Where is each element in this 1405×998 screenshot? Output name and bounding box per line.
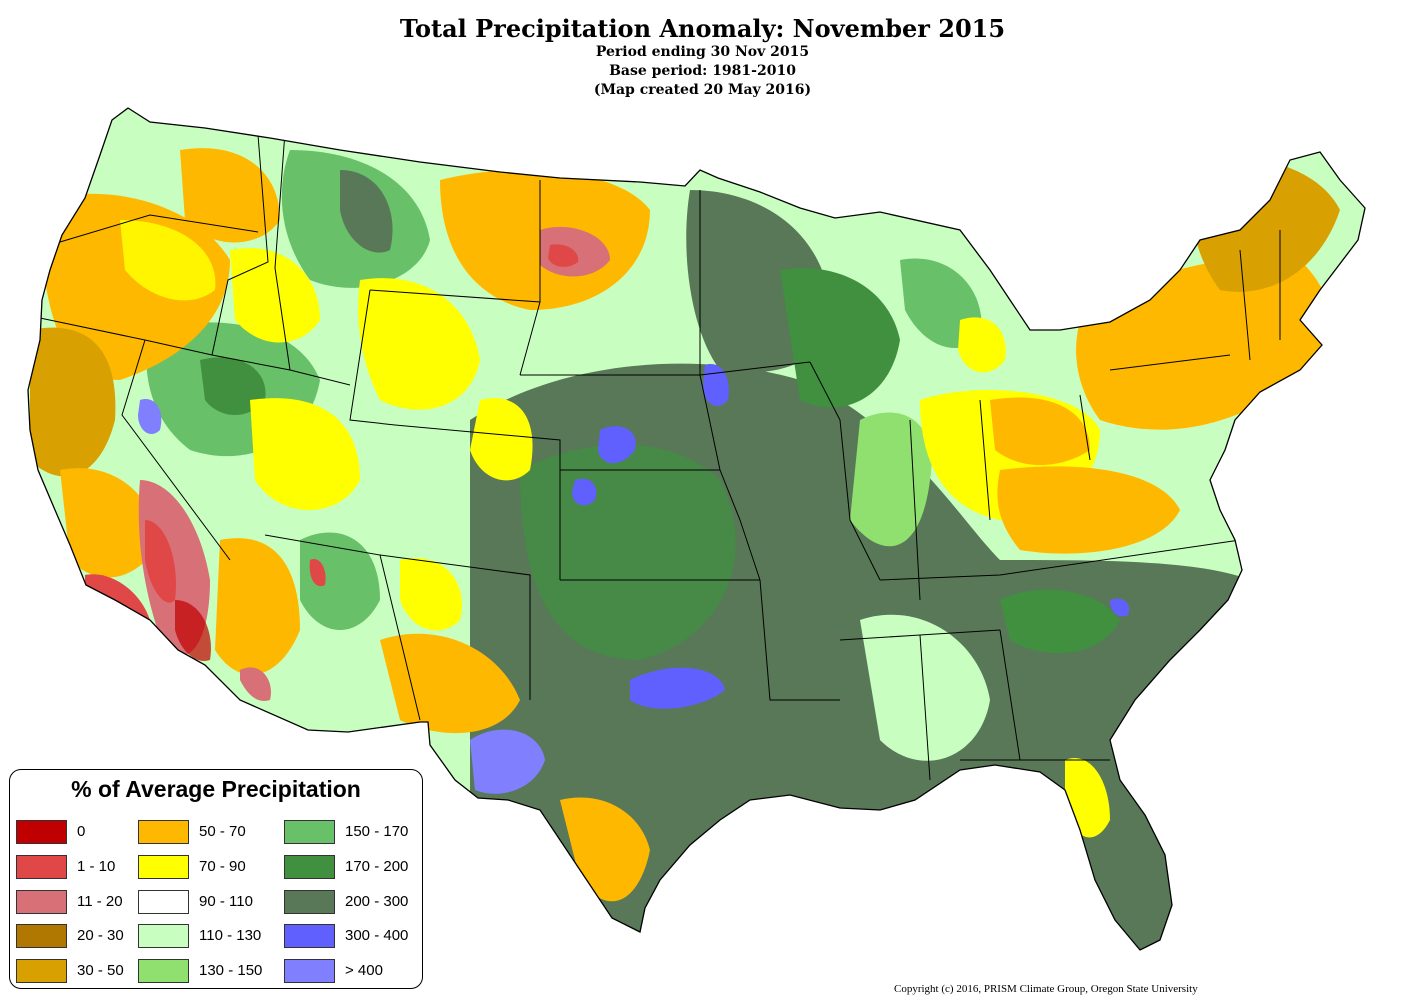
legend-label: 300 - 400: [345, 927, 409, 944]
legend-label: 130 - 150: [199, 962, 263, 979]
legend-swatch: [284, 924, 335, 948]
precipitation-legend: % of Average Precipitation 0 1 - 10 11 - 2…: [9, 769, 423, 989]
legend-swatch: [138, 820, 189, 844]
legend-swatch: [16, 890, 67, 914]
map-title: Total Precipitation Anomaly: November 20…: [399, 14, 1006, 43]
legend-swatch: [16, 820, 67, 844]
legend-swatch: [138, 855, 189, 879]
legend-swatch: [284, 820, 335, 844]
legend-label: 0: [77, 823, 86, 840]
legend-label: 90 - 110: [199, 893, 253, 910]
legend-label: 11 - 20: [77, 893, 123, 910]
legend-swatch: [16, 959, 67, 983]
period-line: Period ending 30 Nov 2015: [595, 44, 810, 60]
legend-label: 200 - 300: [345, 893, 409, 910]
legend-swatch: [284, 890, 335, 914]
legend-label: 20 - 30: [77, 927, 124, 944]
base-period-line: Base period: 1981-2010: [609, 63, 796, 79]
legend-label: 70 - 90: [199, 858, 246, 875]
legend-label: 1 - 10: [77, 858, 116, 875]
legend-swatch: [284, 855, 335, 879]
created-line: (Map created 20 May 2016): [593, 82, 812, 98]
legend-label: 30 - 50: [77, 962, 124, 979]
legend-label: 170 - 200: [345, 858, 409, 875]
copyright-text: Copyright (c) 2016, PRISM Climate Group,…: [894, 983, 1198, 995]
legend-title: % of Average Precipitation: [71, 776, 361, 802]
legend-label: > 400: [345, 962, 383, 979]
legend-label: 150 - 170: [345, 823, 409, 840]
legend-label: 110 - 130: [199, 927, 262, 944]
legend-swatch: [16, 924, 67, 948]
legend-swatch: [138, 959, 189, 983]
legend-swatch: [138, 924, 189, 948]
legend-swatch: [284, 959, 335, 983]
legend-swatch: [138, 890, 189, 914]
legend-swatch: [16, 855, 67, 879]
legend-label: 50 - 70: [199, 823, 246, 840]
